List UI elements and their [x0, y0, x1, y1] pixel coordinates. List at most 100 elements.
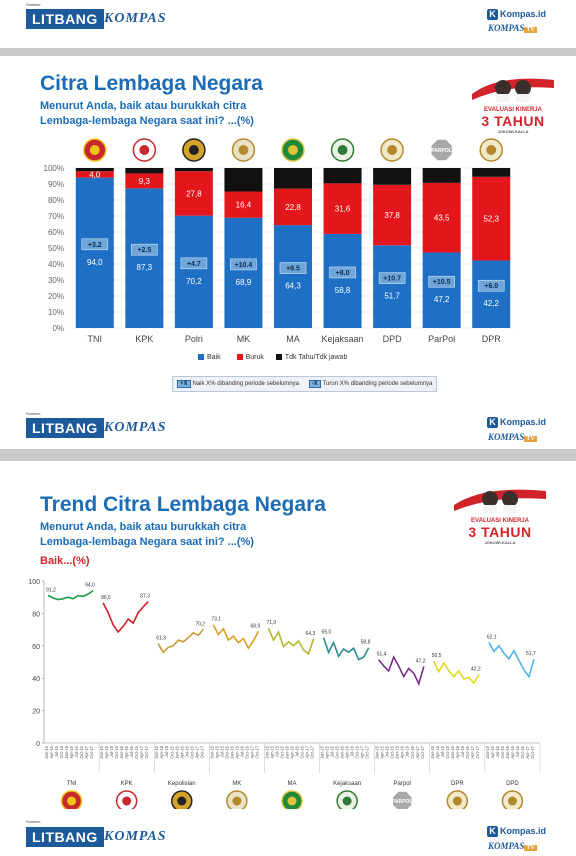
y-tick-label: 80: [32, 611, 40, 618]
group-label: MK: [232, 781, 241, 787]
kompas-logo: KOMPAS: [104, 420, 167, 435]
period-tick-label: Jan-16: [64, 745, 69, 758]
data-label: 68,9: [236, 278, 252, 287]
period-tick-label: Oct-17: [89, 745, 94, 758]
evaluasi-badge: EVALUASI KINERJA 3 TAHUN JOKOWI-KALLA: [450, 483, 550, 545]
badge-jokowi: JOKOWI-KALLA: [497, 129, 529, 134]
period-tick-label: Oct-16: [300, 745, 305, 758]
change-pill: [81, 238, 109, 251]
y-tick-label: 80%: [48, 196, 64, 205]
badge-tahun: 3 TAHUN: [468, 524, 532, 540]
period-tick-label: Apr-15: [435, 745, 440, 758]
kompastv-text: KOMPAS: [488, 23, 525, 33]
period-tick-label: Oct-15: [335, 745, 340, 758]
period-tick-label: Oct-16: [355, 745, 360, 758]
change-pill: [428, 275, 455, 288]
chart-legend: Baik Buruk Tdk Tahu/Tdk jawab: [198, 354, 347, 361]
trend-subtitle: Menurut Anda, baik atau burukkah citra L…: [40, 520, 254, 550]
data-label: 37,8: [384, 211, 400, 220]
bar-buruk-ma: [274, 188, 312, 226]
data-label: 87,3: [137, 263, 153, 272]
bar-baik-ma: [274, 225, 312, 328]
kompas-logo: KOMPAS: [104, 829, 167, 844]
change-pill: [378, 272, 406, 284]
polri-emblem-icon: [171, 790, 193, 809]
kompastv-tv: TV: [524, 436, 537, 442]
series-line-mk: [212, 624, 260, 650]
y-tick-label: 60: [32, 644, 40, 651]
dpd-emblem-icon: [380, 138, 404, 162]
period-tick-label: Oct-17: [420, 745, 425, 758]
end-value-label: 70,2: [195, 621, 205, 627]
y-tick-label: 60%: [48, 228, 64, 237]
start-value-label: 73,1: [211, 617, 221, 623]
down-pill: -X: [308, 380, 321, 388]
legend-item-tdk: Tdk Tahu/Tdk jawab: [275, 354, 347, 361]
period-tick-label: Oct-15: [114, 745, 119, 758]
period-tick-label: Apr-16: [124, 745, 129, 758]
litbang-logo: LITBANG: [26, 827, 104, 847]
period-tick-label: Jan-15: [154, 745, 159, 758]
tni-emblem-icon: [83, 138, 107, 162]
y-tick-label: 40%: [48, 260, 64, 269]
kompastv-text: KOMPAS: [488, 432, 525, 442]
group-label: DPR: [451, 781, 464, 787]
flag-portrait-icon: [454, 489, 546, 513]
data-label: 51,7: [384, 292, 400, 301]
parpol-label: PARPOL: [431, 148, 451, 154]
bar-baik-dpd: [373, 245, 412, 328]
dpr-emblem-icon-core: [486, 145, 497, 155]
dpr-emblem-icon: [479, 138, 503, 162]
bar-buruk-parpol: [422, 182, 461, 253]
period-tick-label: Jul-16: [295, 745, 300, 757]
kompastv-text: KOMPAS: [488, 841, 525, 851]
end-value-label: 87,3: [140, 594, 150, 600]
y-tick-label: 0: [36, 741, 40, 748]
period-tick-label: Jan-15: [209, 745, 214, 758]
period-tick-label: Oct-16: [244, 745, 249, 758]
period-tick-label: Jan-16: [395, 745, 400, 758]
bar-baik-dpr: [472, 260, 511, 328]
change-pill: [279, 262, 307, 274]
y-tick-label: 40: [32, 676, 40, 683]
trend-panel: Trend Citra Lembaga Negara Menurut Anda,…: [0, 461, 576, 856]
kejaksaan-emblem-icon-core: [337, 145, 348, 155]
end-value-label: 64,3: [306, 631, 316, 637]
bar-tdk-tahu-kpk: [125, 168, 164, 174]
parpol-octagon: [431, 139, 452, 161]
end-value-label: 68,9: [250, 623, 260, 629]
period-tick-label: Jul-15: [440, 745, 445, 757]
legend-item-buruk: Buruk: [236, 354, 264, 361]
y-tick-label: 100: [28, 579, 40, 586]
kompastv-tv: TV: [524, 845, 537, 851]
end-value-label: 58,8: [361, 640, 371, 646]
x-tick-label: MA: [286, 334, 300, 344]
kompastv-logo: KOMPAS TV: [488, 23, 537, 33]
citra-panel: Citra Lembaga Negara Menurut Anda, baik …: [0, 56, 576, 449]
period-tick-label: Oct-16: [189, 745, 194, 758]
period-tick-label: Apr-16: [345, 745, 350, 758]
bar-buruk-dpd: [373, 184, 412, 246]
group-label: Kejaksaan: [333, 781, 361, 787]
change-label: +3.2: [88, 242, 102, 249]
baik-label: Baik...(%): [40, 555, 90, 567]
period-tick-label: Oct-17: [144, 745, 149, 758]
period-tick-label: Jan-16: [450, 745, 455, 758]
y-tick-label: 30%: [48, 276, 64, 285]
period-tick-label: Jan-15: [44, 745, 49, 758]
ma-emblem-icon-core: [288, 145, 298, 155]
y-tick-label: 50%: [48, 244, 64, 253]
page-title: Citra Lembaga Negara: [40, 72, 263, 95]
source-label: Sumber:: [26, 2, 42, 7]
series-line-kepolisian: [157, 628, 204, 654]
page-subtitle: Menurut Anda, baik atau burukkah citra L…: [40, 99, 254, 129]
bar-chart: 0% 10% 20% 30% 40% 50% 60% 70% 80% 90% 100% 94,0 4,0…: [44, 138, 516, 344]
dpr-emblem-icon: [446, 790, 469, 809]
period-tick-label: Jan-16: [229, 745, 234, 758]
bar-tdk-tahu-dpr: [472, 168, 511, 177]
period-tick-label: Oct-17: [475, 745, 480, 758]
dpd-emblem-icon-core: [387, 145, 398, 155]
period-tick-label: Apr-17: [84, 745, 89, 758]
kompas-logo: KOMPAS: [104, 11, 167, 26]
data-label: 9,3: [139, 177, 151, 186]
